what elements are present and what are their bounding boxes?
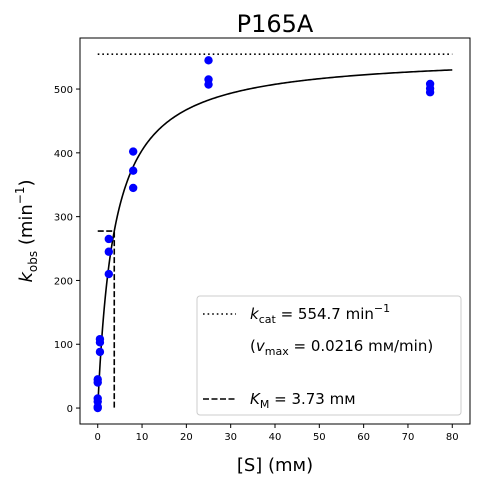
- y-tick-label: 500: [54, 85, 73, 96]
- legend-km-label: KM = 3.73 mм: [250, 390, 356, 411]
- y-tick-label: 300: [54, 213, 73, 224]
- data-point: [425, 79, 435, 89]
- y-tick-label: 0: [67, 404, 73, 415]
- x-tick-label: 20: [180, 432, 193, 443]
- y-tick-label: 400: [54, 149, 73, 160]
- y-axis-label: kobs (min−1): [13, 179, 40, 282]
- legend-kcat-label: kcat = 554.7 min−1: [250, 302, 390, 326]
- x-axis-ticks: 0 10 20 30 40 50 60 70 80: [95, 424, 459, 443]
- y-tick-label: 200: [54, 276, 73, 287]
- y-axis-ticks: 0 100 200 300 400 500: [54, 85, 80, 415]
- x-tick-label: 70: [402, 432, 415, 443]
- data-point: [128, 147, 138, 156]
- x-tick-label: 30: [224, 432, 237, 443]
- x-tick-label: 50: [313, 432, 326, 443]
- chart-title: P165A: [237, 10, 314, 38]
- legend-box: [196, 295, 462, 416]
- x-tick-label: 80: [446, 432, 459, 443]
- data-point: [93, 394, 102, 403]
- x-tick-label: 60: [357, 432, 370, 443]
- data-point: [204, 56, 213, 65]
- data-point: [104, 269, 114, 279]
- data-point: [104, 247, 114, 256]
- data-point: [93, 375, 102, 384]
- legend: kcat = 554.7 min−1 (vmax = 0.0216 mм/min…: [196, 295, 462, 416]
- x-tick-label: 40: [269, 432, 282, 443]
- x-axis-label: [S] (mм): [237, 455, 313, 476]
- data-point: [95, 334, 105, 344]
- data-point: [128, 166, 138, 175]
- data-point: [204, 75, 213, 84]
- km-line: [97, 230, 116, 409]
- data-point: [104, 234, 114, 244]
- legend-vmax-label: (vmax = 0.0216 mм/min): [250, 337, 433, 358]
- data-point: [95, 347, 105, 357]
- x-tick-label: 10: [136, 432, 149, 443]
- plot-area: [93, 53, 453, 413]
- x-tick-label: 0: [95, 432, 101, 443]
- fit-curve: [96, 69, 453, 409]
- data-point: [128, 183, 138, 193]
- y-tick-label: 100: [54, 340, 73, 351]
